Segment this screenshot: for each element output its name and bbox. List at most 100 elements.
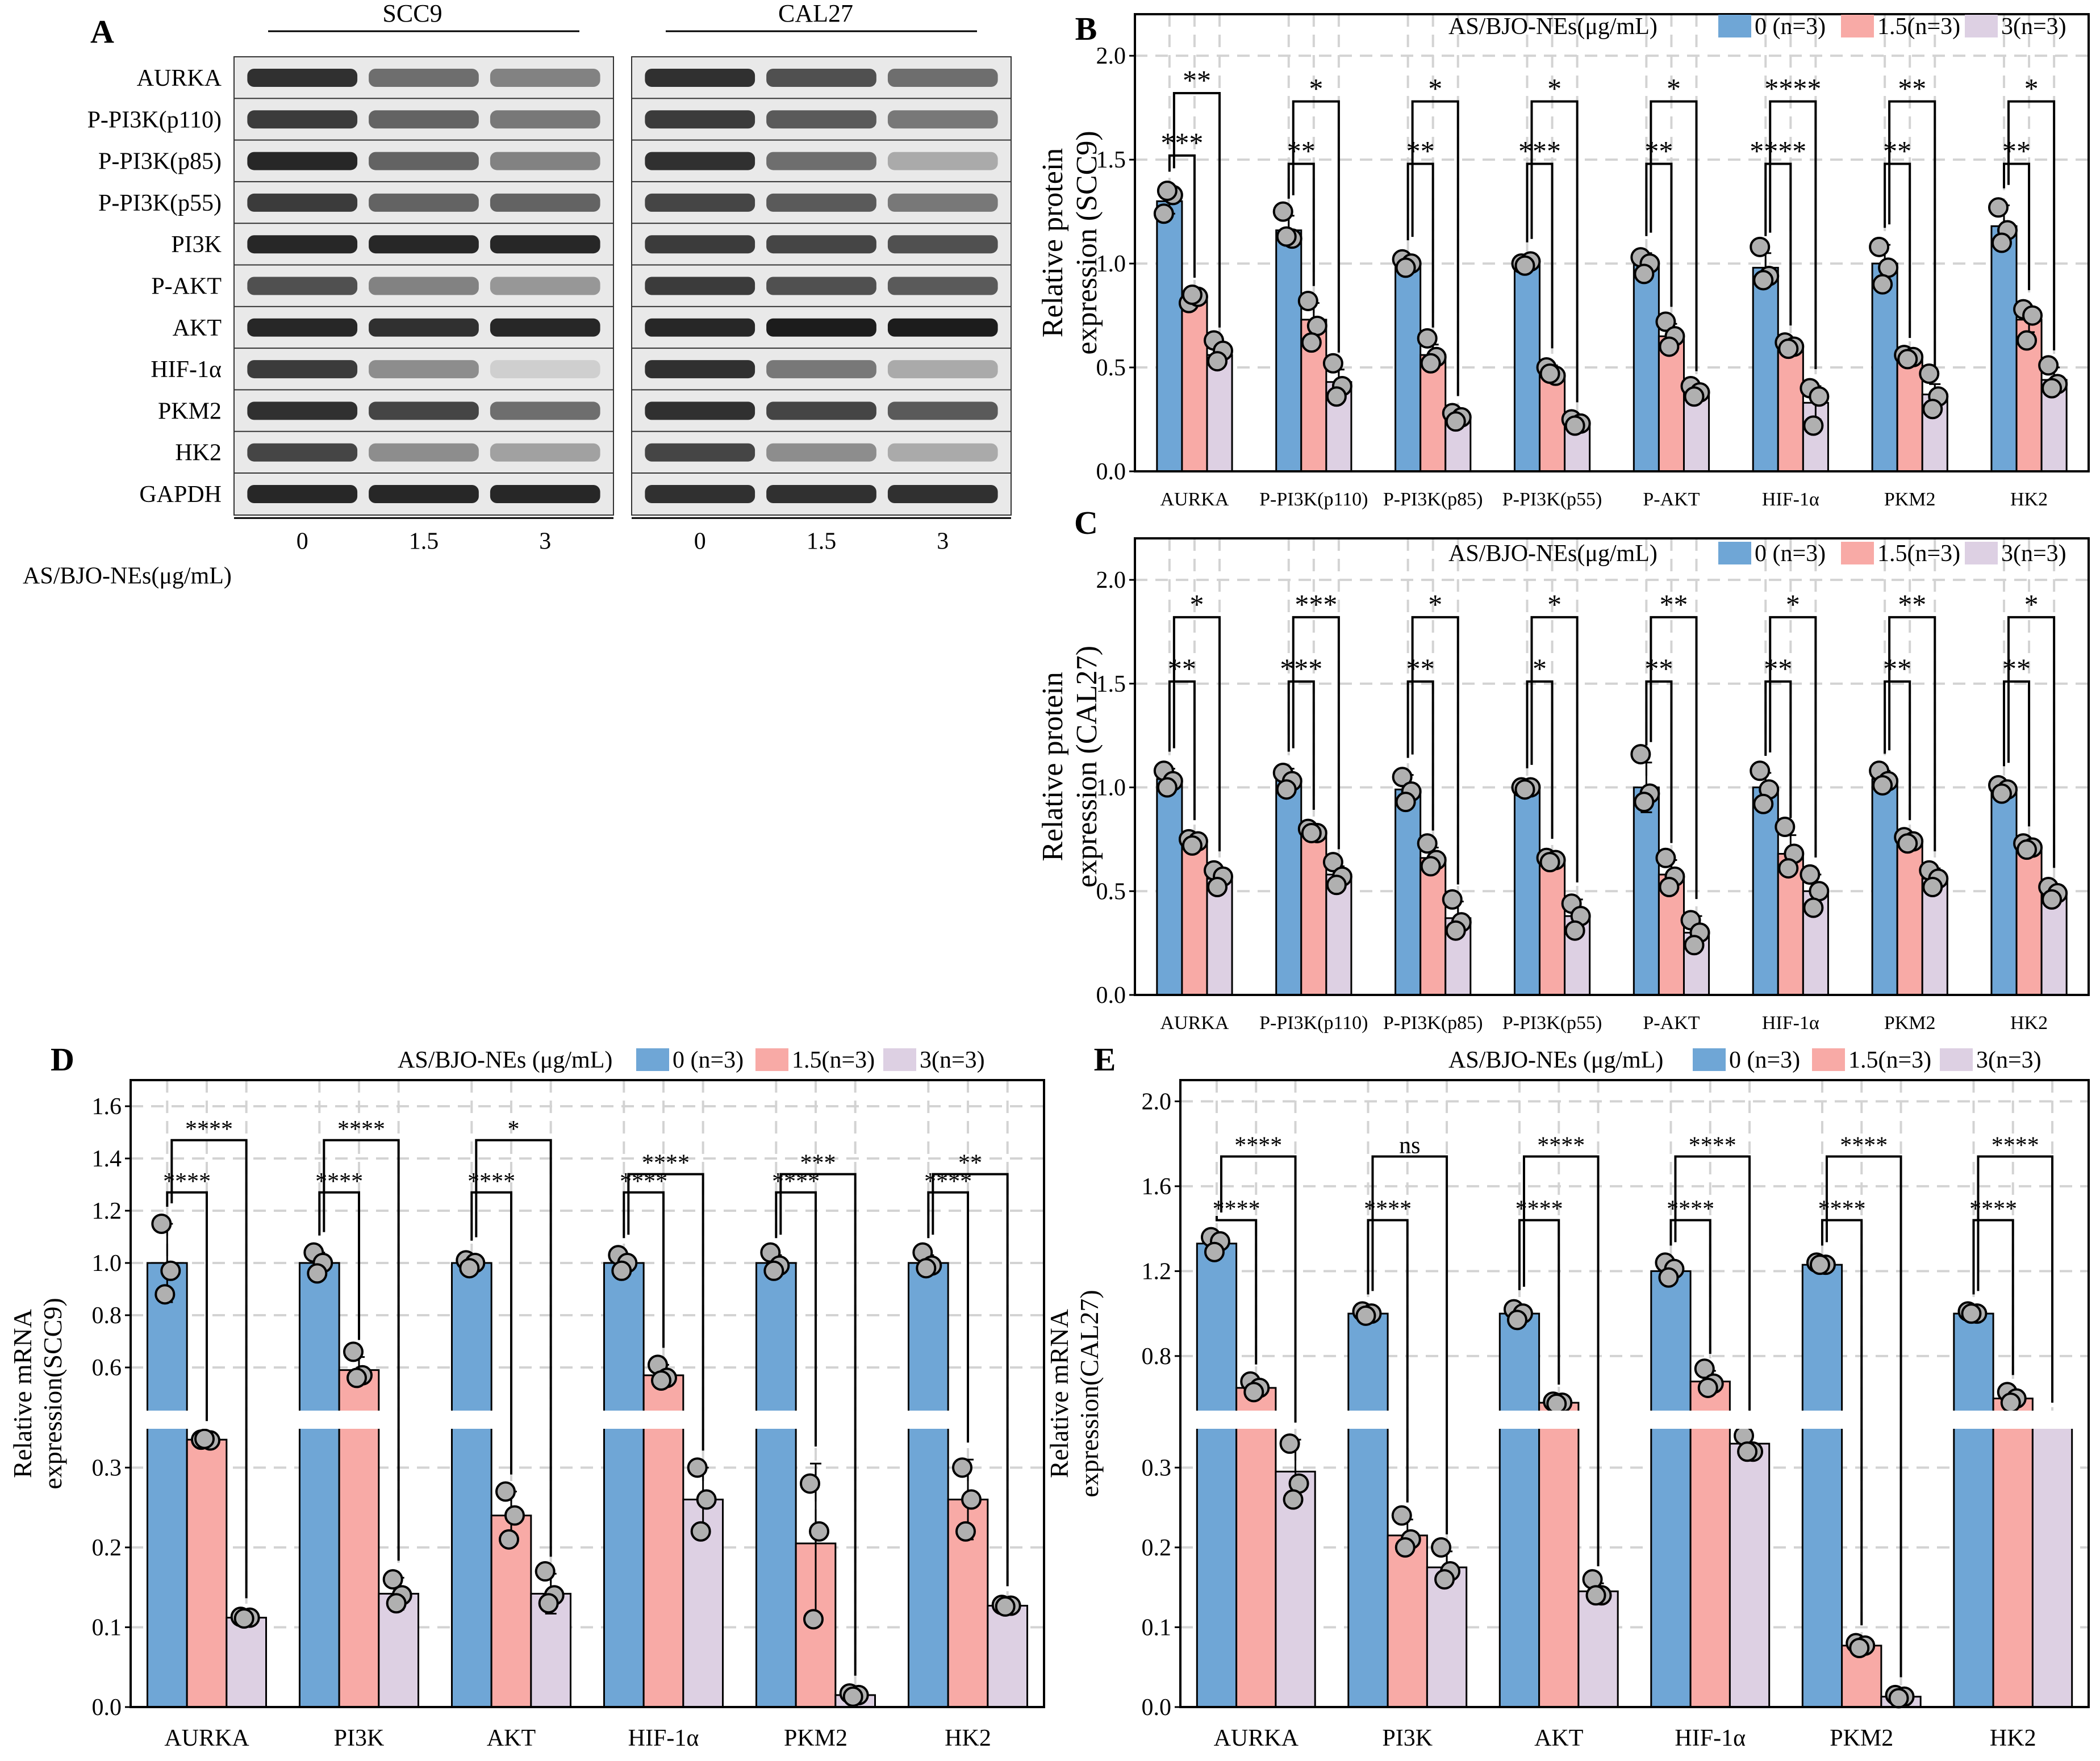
blot-band — [645, 110, 755, 129]
data-point — [1778, 338, 1799, 359]
blot-band — [887, 485, 998, 503]
data-point — [1506, 1310, 1527, 1331]
x-tick-label: AKT — [487, 1725, 536, 1751]
significance-label: **** — [620, 1169, 667, 1195]
blot-band — [766, 235, 876, 254]
significance-label: * — [1428, 588, 1442, 620]
sig-bracket — [1172, 92, 1221, 328]
x-tick-label: P-PI3K(p85) — [1383, 489, 1483, 510]
blot-band — [369, 277, 479, 295]
dose-label: 0 — [297, 528, 308, 554]
sig-bracket — [1645, 162, 1673, 307]
sig-bracket — [2002, 162, 2031, 290]
sig-bracket — [623, 1191, 665, 1348]
data-point — [2038, 355, 2059, 376]
chart-panel-d: 0.00.10.20.30.60.81.01.21.41.6**********… — [8, 1041, 1046, 1751]
significance-label: **** — [467, 1169, 515, 1195]
data-point — [1803, 415, 1824, 436]
x-tick-label: P-AKT — [1643, 489, 1700, 510]
significance-label: ** — [1644, 652, 1673, 684]
dose-label: 1.5 — [409, 528, 439, 554]
data-point — [1961, 1303, 1982, 1324]
y-tick-label: 0.0 — [1096, 459, 1126, 485]
dose-label: 3 — [539, 528, 551, 554]
sig-bracket — [2007, 616, 2056, 868]
blot-band — [490, 443, 600, 462]
y-axis-title: expression(CAL27) — [1075, 1290, 1104, 1497]
data-point — [1634, 263, 1655, 285]
bar — [1275, 229, 1302, 472]
x-tick-label: AURKA — [164, 1725, 249, 1751]
data-point — [1355, 1305, 1376, 1326]
bar — [1395, 788, 1422, 996]
data-point — [160, 1260, 181, 1281]
significance-label: **** — [185, 1116, 233, 1143]
x-tick-label: PKM2 — [1884, 1013, 1936, 1034]
bar — [1990, 788, 2018, 996]
legend-label: 3(n=3) — [920, 1047, 985, 1073]
y-tick-label: 1.2 — [92, 1198, 122, 1224]
bar — [1420, 857, 1447, 996]
legend-label: 3(n=3) — [1976, 1047, 2041, 1073]
legend-swatch — [755, 1048, 788, 1071]
data-point — [1153, 203, 1174, 224]
significance-label: * — [508, 1116, 520, 1143]
bar — [226, 1617, 268, 1708]
data-point — [1775, 816, 1796, 837]
legend-swatch — [1965, 542, 1998, 564]
panel-label-b: B — [1075, 10, 1097, 47]
data-point — [763, 1260, 784, 1281]
blot-row-label: HK2 — [175, 440, 222, 466]
data-point — [1420, 353, 1441, 374]
x-tick-label: P-AKT — [1643, 1013, 1700, 1034]
significance-label: **** — [1667, 1197, 1714, 1223]
blot-band — [369, 443, 479, 462]
legend-label: 1.5(n=3) — [1877, 14, 1960, 40]
bar — [1689, 1381, 1731, 1708]
blot-band — [645, 235, 755, 254]
plot-frame — [1134, 13, 2090, 472]
sig-bracket — [1172, 616, 1221, 852]
data-point — [386, 1593, 407, 1614]
bar — [1633, 262, 1660, 472]
sig-bracket — [1168, 680, 1196, 821]
legend-title: AS/BJO-NEs(μg/mL) — [1448, 541, 1658, 567]
data-point — [1276, 779, 1297, 800]
significance-label: **** — [315, 1169, 363, 1195]
blot-band — [369, 110, 479, 129]
bar — [1420, 354, 1447, 472]
significance-label: * — [2024, 588, 2039, 620]
data-point — [343, 1341, 364, 1362]
bar — [1539, 373, 1566, 472]
sig-bracket — [1884, 162, 1911, 338]
blot-band — [887, 277, 998, 295]
sig-bracket — [318, 1191, 360, 1340]
bar — [1395, 262, 1422, 472]
x-tick-label: P-PI3K(p55) — [1502, 1013, 1602, 1034]
data-point — [1684, 386, 1705, 407]
y-tick-label: 0.1 — [92, 1614, 122, 1641]
data-point — [233, 1608, 254, 1629]
data-point — [2000, 1392, 2021, 1413]
blot-row-label: P-PI3K(p55) — [98, 190, 222, 216]
data-point — [1750, 236, 1771, 257]
data-point — [1753, 793, 1774, 814]
x-tick-label: P-PI3K(p55) — [1502, 489, 1602, 510]
significance-label: ** — [1644, 135, 1673, 166]
sig-bracket — [170, 1139, 248, 1599]
sig-bracket — [1287, 162, 1315, 286]
y-tick-label: 2.0 — [1096, 43, 1126, 69]
data-point — [1655, 847, 1676, 868]
y-tick-label: 0.6 — [92, 1355, 122, 1381]
significance-label: ** — [1183, 64, 1211, 96]
bar — [298, 1262, 340, 1708]
bar — [603, 1262, 645, 1708]
bar — [1181, 840, 1208, 996]
data-point — [1395, 792, 1416, 813]
legend-swatch — [1940, 1048, 1973, 1071]
sig-bracket — [1769, 616, 1817, 858]
data-point — [1546, 1393, 1567, 1414]
blot-band — [887, 69, 998, 87]
bar — [1871, 778, 1898, 996]
blot-band — [645, 277, 755, 295]
